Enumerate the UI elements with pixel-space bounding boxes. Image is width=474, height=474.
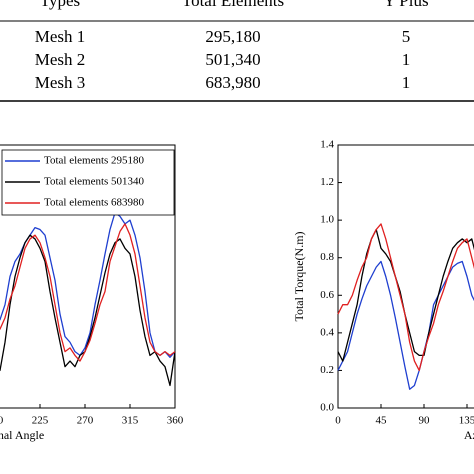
legend-label: Total elements 501340 <box>44 176 145 188</box>
table-cell: 683,980 <box>205 73 260 92</box>
y-tick-label: 0.8 <box>320 251 334 263</box>
legend-label: Total elements 295180 <box>44 155 145 167</box>
table-cell: Mesh 1 <box>35 27 86 46</box>
series-line <box>337 228 474 362</box>
series-line <box>337 260 474 390</box>
series-line <box>337 223 474 372</box>
x-tick-label: 180 <box>0 415 4 427</box>
x-tick-label: 270 <box>77 415 94 427</box>
table-header: Total Elements <box>182 0 284 10</box>
x-tick-label: 225 <box>32 415 49 427</box>
table: Types Total Elements Y Plus Mesh 1 295,1… <box>0 0 474 102</box>
table-cell: 5 <box>402 27 411 46</box>
x-tick-label: 45 <box>376 415 388 427</box>
series-line <box>0 223 176 362</box>
legend-label: Total elements 683980 <box>44 197 145 209</box>
table-cell: Mesh 3 <box>35 73 86 92</box>
y-tick-label: 0.2 <box>320 364 334 376</box>
series-line <box>0 234 176 387</box>
y-tick-label: 0.0 <box>320 402 334 414</box>
x-tick-label: 90 <box>419 415 431 427</box>
y-tick-label: 1.0 <box>320 214 334 226</box>
x-tick-label: 360 <box>167 415 184 427</box>
x-tick-label: 0 <box>335 415 341 427</box>
table-header: Y Plus <box>383 0 428 10</box>
x-axis-label: Azimuthal Angle <box>464 428 474 442</box>
x-tick-label: 315 <box>122 415 139 427</box>
x-axis-label: Azimuthal Angle <box>0 428 44 442</box>
y-tick-label: 1.4 <box>320 139 334 151</box>
table-cell: Mesh 2 <box>35 50 86 69</box>
table-header: Types <box>40 0 80 10</box>
table-cell: 501,340 <box>205 50 260 69</box>
y-tick-label: 1.2 <box>320 176 334 188</box>
table-cell: 1 <box>402 73 411 92</box>
table-cell: 1 <box>402 50 411 69</box>
table-cell: 295,180 <box>205 27 260 46</box>
y-tick-label: 0.4 <box>320 326 334 338</box>
y-axis-label: Total Torque(N.m) <box>292 231 306 321</box>
y-tick-label: 0.6 <box>320 289 334 301</box>
x-tick-label: 135 <box>459 415 474 427</box>
